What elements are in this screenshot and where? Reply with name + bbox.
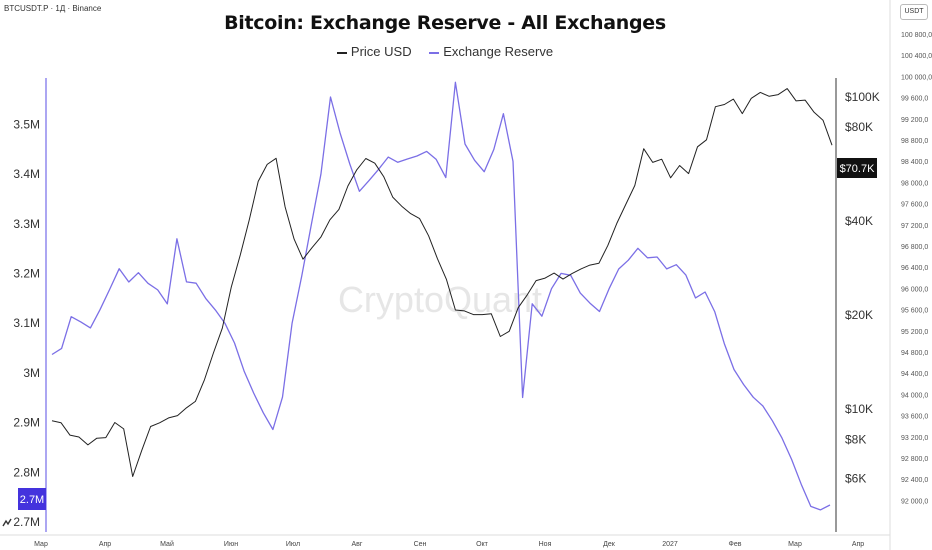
price-current-tag-box: [837, 158, 877, 178]
series-line-price-usd: [51, 88, 833, 477]
legend-label-price: Price USD: [350, 44, 412, 59]
scale-tick-label: 97 200,0: [901, 223, 928, 230]
left-tick-label: 2.7M: [13, 515, 40, 529]
scale-tick-label: 92 400,0: [901, 477, 928, 484]
scale-tick-label: 99 200,0: [901, 117, 928, 124]
reserve-current-tag: 2.7M: [20, 494, 44, 506]
chart-title: Bitcoin: Exchange Reserve - All Exchange…: [224, 12, 666, 34]
watermark: CryptoQuant: [338, 279, 542, 320]
x-tick-label: Апр: [852, 541, 864, 548]
price-current-tag: $70.7K: [840, 163, 876, 175]
x-tick-label: Май: [160, 540, 174, 548]
x-tick-label: 2027: [662, 541, 678, 548]
left-tick-label: 3M: [23, 366, 40, 380]
x-tick-label: Авг: [352, 541, 363, 548]
scale-tick-label: 94 000,0: [901, 392, 928, 399]
legend-swatch-reserve: [429, 51, 440, 54]
scale-tick-label: 96 000,0: [901, 286, 928, 293]
scale-tick-label: 94 800,0: [901, 350, 928, 357]
series-line-exchange-reserve: [51, 81, 831, 511]
scale-tick-label: 98 800,0: [901, 138, 928, 145]
x-tick-label: Ноя: [539, 541, 552, 548]
scale-tick-label: 96 800,0: [901, 244, 928, 251]
left-tick-label: 3.4M: [13, 167, 40, 181]
x-tick-label: Сен: [414, 541, 427, 548]
x-tick-label: Мар: [788, 541, 802, 548]
scale-tick-label: 100 000,0: [901, 74, 932, 81]
scale-tick-label: 100 800,0: [901, 32, 932, 39]
reserve-current-tag-box: [18, 488, 46, 510]
scale-tick-label: 94 400,0: [901, 371, 928, 378]
right-tick-label: $100K: [845, 90, 880, 104]
x-tick-label: Июн: [224, 541, 238, 548]
left-tick-label: 2.9M: [13, 416, 40, 430]
legend-swatch-price: [336, 51, 347, 54]
left-tick-label: 3.5M: [13, 117, 40, 131]
scale-tick-label: 98 400,0: [901, 159, 928, 166]
x-tick-label: Мар: [34, 541, 48, 548]
x-tick-label: Фев: [729, 541, 742, 548]
right-tick-label: $60K: [845, 159, 873, 173]
right-tick-label: $6K: [845, 471, 866, 485]
left-tick-label: 3.2M: [13, 267, 40, 281]
scale-tick-label: 98 000,0: [901, 180, 928, 187]
x-tick-label: Дек: [603, 541, 616, 548]
legend-label-reserve: Exchange Reserve: [443, 44, 554, 59]
scale-tick-label: 93 200,0: [901, 435, 928, 442]
scale-tick-label: 93 600,0: [901, 414, 928, 421]
scale-tick-label: 96 400,0: [901, 265, 928, 272]
left-tick-label: 3.1M: [13, 316, 40, 330]
currency-scale-button[interactable]: USDT: [900, 4, 928, 20]
right-tick-label: $10K: [845, 402, 873, 416]
x-tick-label: Окт: [476, 541, 489, 548]
x-tick-label: Июл: [286, 541, 300, 548]
scale-tick-label: 97 600,0: [901, 202, 928, 209]
right-tick-label: $80K: [845, 120, 873, 134]
right-tick-label: $20K: [845, 308, 873, 322]
x-tick-label: Апр: [99, 541, 111, 548]
scale-tick-label: 100 400,0: [901, 53, 932, 60]
legend-item-price: Price USD: [336, 44, 412, 59]
left-tick-label: 2.8M: [13, 465, 40, 479]
scale-tick-label: 92 800,0: [901, 456, 928, 463]
right-tick-label: $40K: [845, 214, 873, 228]
left-tick-label: 3.3M: [13, 217, 40, 231]
symbol-label: BTCUSDT.P · 1Д · Binance: [4, 4, 102, 13]
scale-tick-label: 95 200,0: [901, 329, 928, 336]
legend-item-reserve: Exchange Reserve: [429, 44, 553, 59]
scale-tick-label: 99 600,0: [901, 96, 928, 103]
scale-tick-label: 92 000,0: [901, 498, 928, 505]
chart-legend: Price USD Exchange Reserve: [0, 44, 890, 59]
right-tick-label: $8K: [845, 432, 866, 446]
scale-tick-label: 95 600,0: [901, 308, 928, 315]
tradingview-logo-icon: [2, 518, 12, 527]
